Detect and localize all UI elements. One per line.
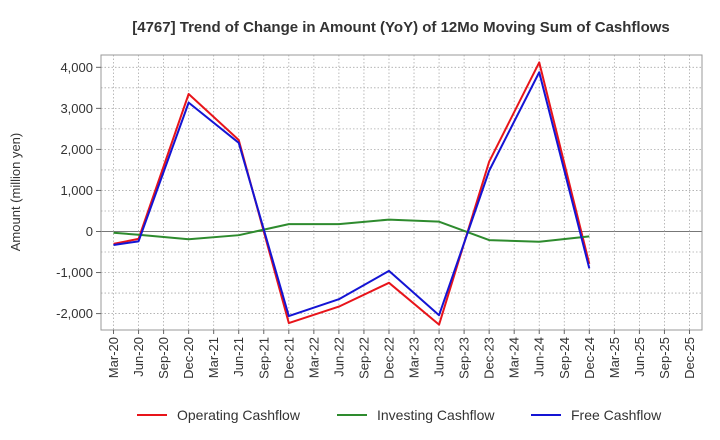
plot-area [100,54,703,331]
x-tick-label: Dec-20 [181,337,196,379]
legend-label-investing-cashflow: Investing Cashflow [377,407,495,423]
series-line-operating-cashflow [113,61,591,326]
y-tick-label: -2,000 [56,306,93,321]
x-tick-label: Mar-21 [206,337,221,378]
series-group [113,61,591,326]
chart-title: [4767] Trend of Change in Amount (YoY) o… [132,19,670,36]
x-tick-label: Jun-25 [632,337,647,377]
y-tick-label: 4,000 [60,60,93,75]
x-tick-label: Dec-23 [482,337,497,379]
x-tick-label: Dec-22 [381,337,396,379]
x-tick-label: Jun-23 [432,337,447,377]
legend-label-free-cashflow: Free Cashflow [571,407,662,423]
x-tick-label: Dec-25 [682,337,697,379]
series-line-investing-cashflow [113,218,590,243]
x-tick-label: Mar-20 [106,337,121,378]
x-tick-label: Jun-22 [331,337,346,377]
y-tick-label: -1,000 [56,265,93,280]
x-tick-label: Sep-24 [557,337,572,379]
x-tick-label: Sep-23 [457,337,472,379]
x-tick-label: Jun-20 [131,337,146,377]
legend: Operating Cashflow Investing Cashflow Free… [137,407,662,423]
y-axis-label: Amount (million yen) [8,133,23,252]
x-tick-label: Sep-20 [156,337,171,379]
y-axis: -2,000 -1,000 0 1,000 2,000 3,000 4,000 [56,60,101,321]
x-tick-label: Dec-24 [582,337,597,379]
y-tick-label: 2,000 [60,142,93,157]
grid [101,55,702,330]
x-tick-label: Jun-21 [231,337,246,377]
x-tick-label: Mar-22 [306,337,321,378]
x-tick-label: Sep-21 [256,337,271,379]
y-tick-label: 1,000 [60,183,93,198]
series-line-free-cashflow [113,71,591,318]
x-tick-label: Mar-25 [607,337,622,378]
x-tick-label: Sep-22 [356,337,371,379]
y-tick-label: 3,000 [60,101,93,116]
x-axis: Mar-20 Jun-20 Sep-20 Dec-20 Mar-21 Jun-21 Sep-… [106,330,697,379]
x-tick-label: Sep-25 [657,337,672,379]
x-tick-label: Dec-21 [281,337,296,379]
x-tick-label: Jun-24 [532,337,547,377]
legend-label-operating-cashflow: Operating Cashflow [177,407,301,423]
x-tick-label: Mar-23 [407,337,422,378]
x-tick-label: Mar-24 [507,337,522,378]
y-tick-label: 0 [86,224,93,239]
